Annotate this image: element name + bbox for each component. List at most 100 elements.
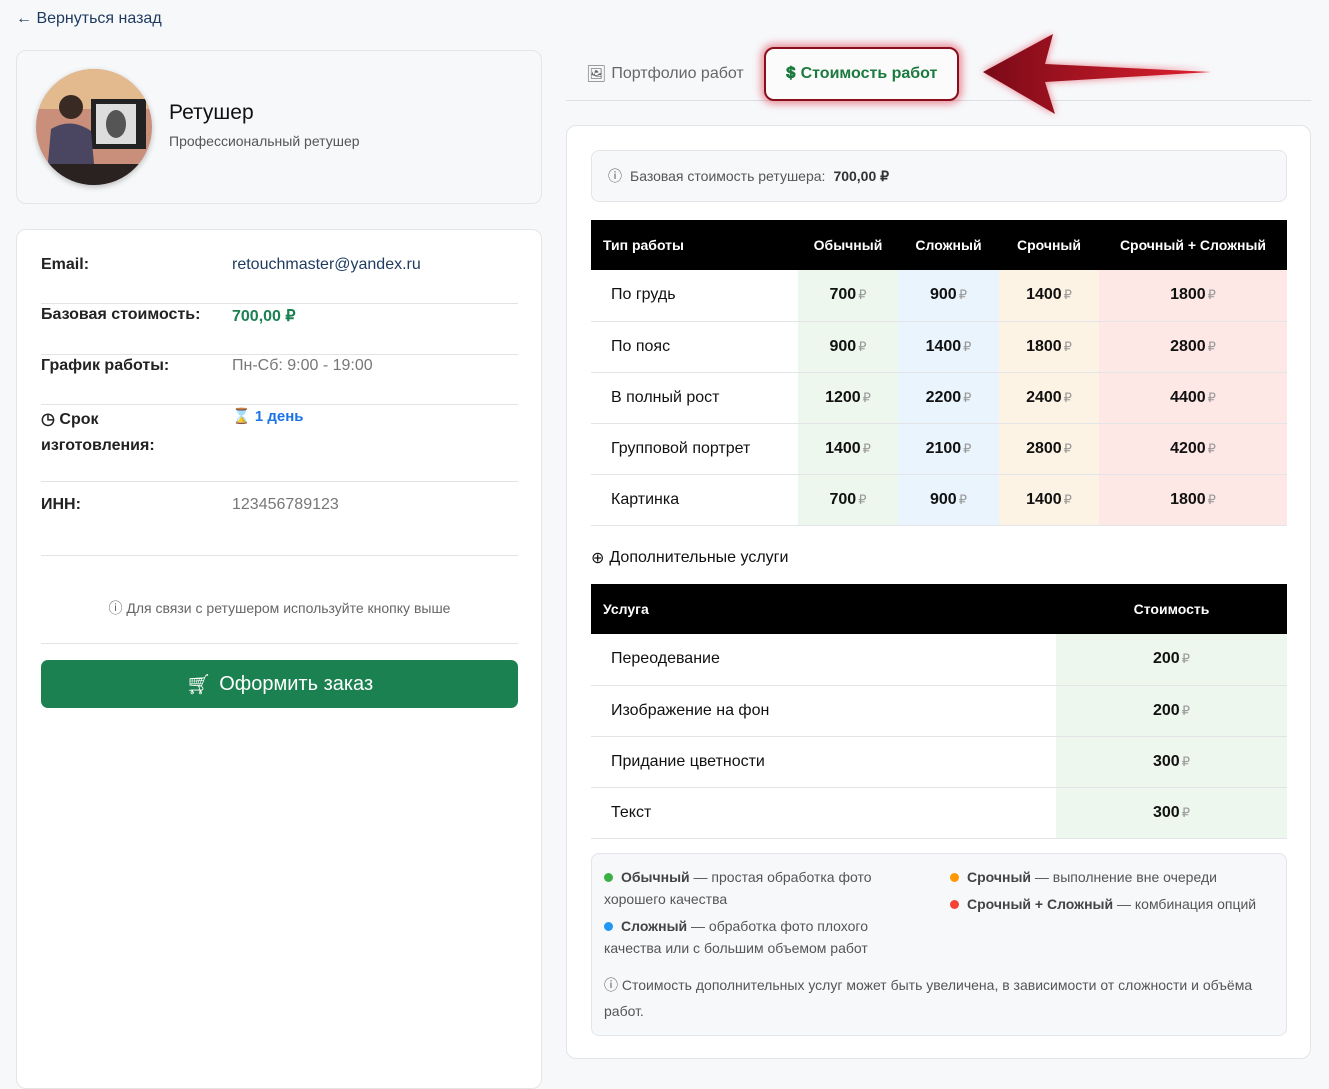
ruble-sign: ₽ bbox=[1063, 389, 1072, 405]
table-row: Текст 300 ₽ bbox=[591, 787, 1287, 839]
profile-card: Ретушер Профессиональный ретушер bbox=[16, 50, 542, 204]
ruble-sign: ₽ bbox=[1181, 804, 1190, 820]
ruble-sign: ₽ bbox=[1207, 338, 1216, 354]
ruble-sign: ₽ bbox=[963, 338, 972, 354]
ruble-sign: ₽ bbox=[1063, 491, 1072, 507]
price-cell: 1800 ₽ bbox=[1099, 270, 1287, 322]
ruble-sign: ₽ bbox=[1207, 287, 1216, 303]
column-header: Срочный bbox=[999, 220, 1099, 270]
extra-services-heading: ⊕ Дополнительные услуги bbox=[591, 549, 789, 567]
table-row: Изображение на фон 200 ₽ bbox=[591, 685, 1287, 737]
image-icon: 🖼︎ bbox=[586, 66, 607, 83]
ruble-sign: ₽ bbox=[862, 440, 871, 456]
price-cell: 2100 ₽ bbox=[898, 423, 999, 475]
order-button[interactable]: 🛒︎ Оформить заказ bbox=[41, 660, 518, 708]
legend-dot bbox=[604, 873, 613, 882]
price-cell: 300 ₽ bbox=[1056, 787, 1287, 839]
price-cell: 2200 ₽ bbox=[898, 372, 999, 424]
price-cell: 300 ₽ bbox=[1056, 736, 1287, 788]
back-link[interactable]: ← Вернуться назад bbox=[16, 10, 162, 27]
ruble-sign: ₽ bbox=[963, 389, 972, 405]
ruble-sign: ₽ bbox=[858, 338, 867, 354]
contact-note: ⓘ Для связи с ретушером используйте кноп… bbox=[41, 556, 518, 644]
row-label: В полный рост bbox=[591, 372, 798, 424]
ruble-sign: ₽ bbox=[858, 287, 867, 303]
info-icon: ⓘ bbox=[604, 977, 618, 993]
ruble-sign: ₽ bbox=[862, 389, 871, 405]
row-label: Групповой портрет bbox=[591, 423, 798, 475]
ruble-sign: ₽ bbox=[963, 440, 972, 456]
pricing-panel: ⓘ Базовая стоимость ретушера: 700,00 ₽ Тип… bbox=[566, 125, 1311, 1059]
legend-dot bbox=[604, 922, 613, 931]
ruble-sign: ₽ bbox=[958, 491, 967, 507]
annotation-arrow bbox=[983, 34, 1211, 114]
profile-subtitle: Профессиональный ретушер bbox=[169, 133, 360, 149]
row-label: Изображение на фон bbox=[591, 685, 1056, 737]
price-cell: 900 ₽ bbox=[898, 270, 999, 322]
coins-icon: 💲︎ bbox=[786, 65, 796, 82]
price-cell: 1200 ₽ bbox=[798, 372, 898, 424]
price-cell: 1800 ₽ bbox=[999, 321, 1099, 373]
ruble-sign: ₽ bbox=[858, 491, 867, 507]
column-header: Сложный bbox=[898, 220, 999, 270]
ruble-sign: ₽ bbox=[1063, 440, 1072, 456]
avatar bbox=[36, 69, 152, 185]
legend-dot bbox=[950, 900, 959, 909]
hourglass-icon: ⌛ bbox=[232, 408, 251, 425]
ruble-sign: ₽ bbox=[1207, 491, 1216, 507]
tab-portfolio[interactable]: 🖼︎ Портфолио работ bbox=[586, 65, 744, 83]
tabs: 🖼︎ Портфолио работ 💲︎ Стоимость работ bbox=[566, 47, 1311, 101]
legend-dot bbox=[950, 873, 959, 882]
column-header: Обычный bbox=[798, 220, 898, 270]
profile-name: Ретушер bbox=[169, 101, 254, 124]
price-cell: 2800 ₽ bbox=[999, 423, 1099, 475]
price-cell: 4400 ₽ bbox=[1099, 372, 1287, 424]
arrow-left-icon: ← bbox=[16, 10, 32, 27]
info-row-base: Базовая стоимость: 700,00 ₽ bbox=[41, 306, 518, 355]
price-cell: 4200 ₽ bbox=[1099, 423, 1287, 475]
info-icon: ⓘ bbox=[108, 600, 123, 616]
column-header: Срочный + Сложный bbox=[1099, 220, 1287, 270]
clock-icon: ◷ bbox=[41, 411, 55, 428]
row-label: Текст bbox=[591, 787, 1056, 839]
price-cell: 1800 ₽ bbox=[1099, 474, 1287, 526]
base-cost-box: ⓘ Базовая стоимость ретушера: 700,00 ₽ bbox=[591, 150, 1287, 202]
ruble-sign: ₽ bbox=[1181, 702, 1190, 718]
table-row: В полный рост 1200 ₽2200 ₽2400 ₽4400 ₽ bbox=[591, 372, 1287, 424]
price-cell: 1400 ₽ bbox=[898, 321, 999, 373]
row-label: Картинка bbox=[591, 474, 798, 526]
legend-item: Срочный — выполнение вне очереди bbox=[950, 866, 1290, 888]
ruble-sign: ₽ bbox=[1181, 651, 1190, 667]
legend-note: ⓘ Стоимость дополнительных услуг может б… bbox=[604, 977, 1253, 1019]
ruble-sign: ₽ bbox=[1063, 338, 1072, 354]
table-row: По пояс 900 ₽1400 ₽1800 ₽2800 ₽ bbox=[591, 321, 1287, 373]
tab-pricing[interactable]: 💲︎ Стоимость работ bbox=[764, 47, 960, 101]
legend: Обычный — простая обработка фото хорошег… bbox=[591, 853, 1287, 1036]
price-cell: 900 ₽ bbox=[798, 321, 898, 373]
price-cell: 200 ₽ bbox=[1056, 634, 1287, 686]
plus-circle-icon: ⊕ bbox=[591, 550, 605, 567]
table-row: Картинка 700 ₽900 ₽1400 ₽1800 ₽ bbox=[591, 474, 1287, 526]
ruble-sign: ₽ bbox=[1207, 440, 1216, 456]
info-row-term: ◷ Срок изготовления: ⌛ 1 день bbox=[41, 407, 518, 482]
price-table: Тип работы Обычный Сложный Срочный Срочный +… bbox=[591, 220, 1287, 526]
table-row: Групповой портрет 1400 ₽2100 ₽2800 ₽4200 ₽ bbox=[591, 423, 1287, 475]
price-cell: 2400 ₽ bbox=[999, 372, 1099, 424]
price-cell: 200 ₽ bbox=[1056, 685, 1287, 737]
cart-icon: 🛒︎ bbox=[185, 673, 212, 696]
legend-item: Срочный + Сложный — комбинация опций bbox=[950, 893, 1290, 915]
price-cell: 1400 ₽ bbox=[999, 474, 1099, 526]
ruble-sign: ₽ bbox=[1063, 287, 1072, 303]
info-card: Email: retouchmaster@yandex.ru Базовая ст… bbox=[16, 229, 542, 1089]
extra-table: Услуга Стоимость Переодевание 200 ₽ Изображен… bbox=[591, 584, 1287, 839]
price-cell: 700 ₽ bbox=[798, 474, 898, 526]
price-cell: 1400 ₽ bbox=[999, 270, 1099, 322]
price-cell: 900 ₽ bbox=[898, 474, 999, 526]
price-cell: 1400 ₽ bbox=[798, 423, 898, 475]
table-row: По грудь 700 ₽900 ₽1400 ₽1800 ₽ bbox=[591, 270, 1287, 322]
row-label: Придание цветности bbox=[591, 736, 1056, 788]
info-row-inn: ИНН: 123456789123 bbox=[41, 484, 518, 556]
row-label: По грудь bbox=[591, 270, 798, 322]
ruble-sign: ₽ bbox=[1181, 753, 1190, 769]
email-link[interactable]: retouchmaster@yandex.ru bbox=[232, 256, 421, 273]
